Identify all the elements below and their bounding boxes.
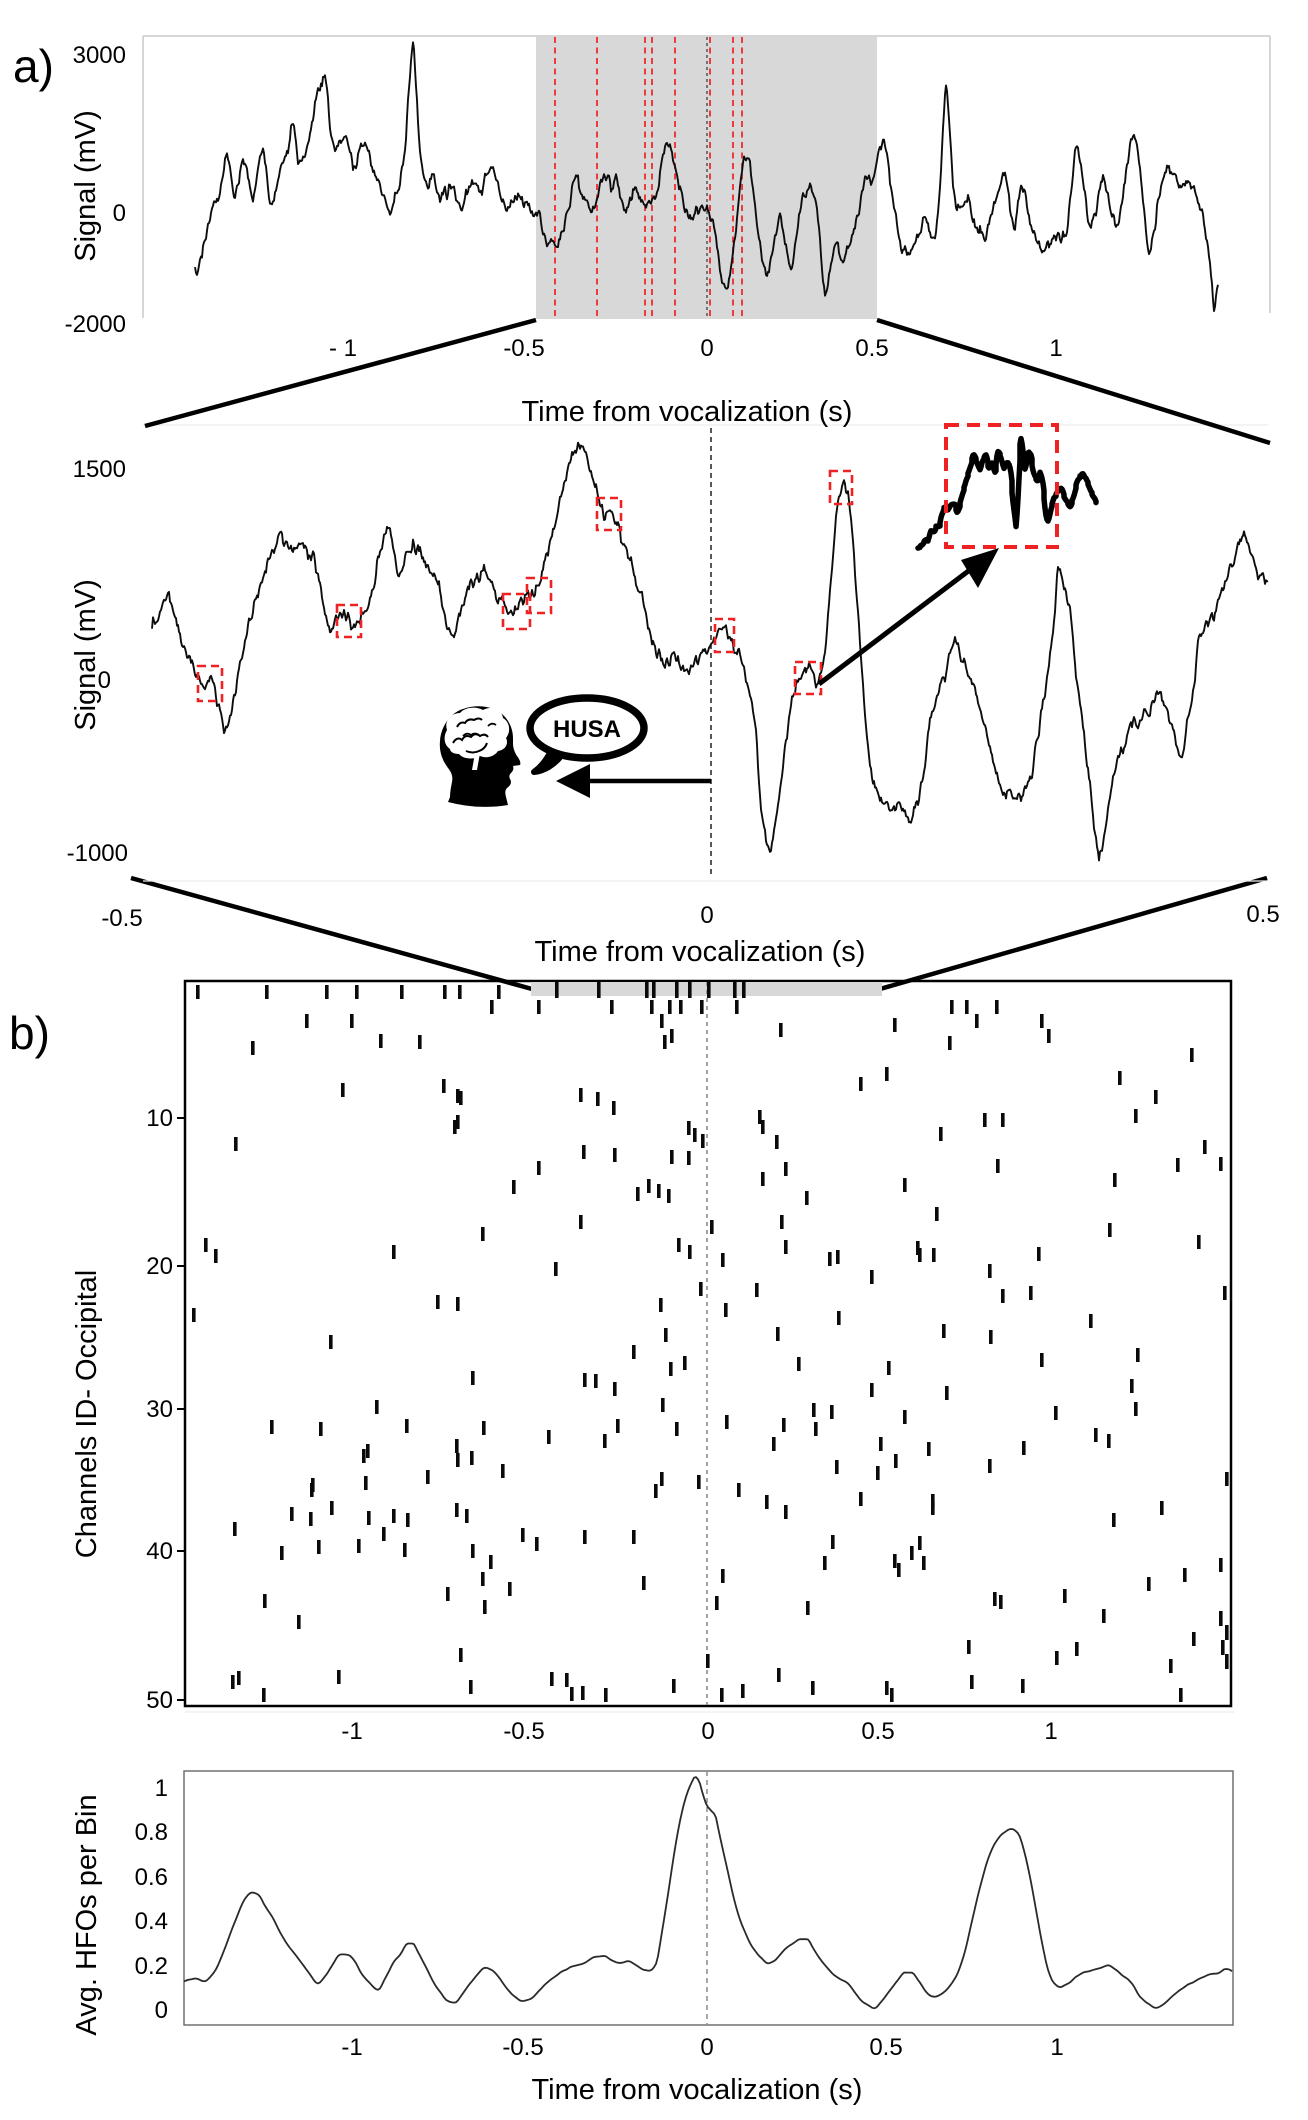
svg-text:HUSA: HUSA [553, 716, 621, 743]
svg-text:40: 40 [146, 1538, 173, 1565]
svg-text:1: 1 [1044, 1718, 1057, 1745]
svg-text:0.5: 0.5 [855, 335, 888, 362]
svg-text:0.5: 0.5 [861, 1718, 894, 1745]
svg-text:20: 20 [146, 1253, 173, 1280]
svg-text:-0.5: -0.5 [503, 335, 544, 362]
svg-text:-1: -1 [341, 2034, 362, 2061]
svg-text:0: 0 [701, 1718, 714, 1745]
svg-text:0: 0 [155, 1997, 168, 2024]
svg-text:Time from vocalization (s): Time from vocalization (s) [535, 936, 866, 968]
svg-text:b): b) [9, 1007, 50, 1059]
svg-text:0: 0 [98, 667, 111, 694]
svg-text:30: 30 [146, 1396, 173, 1423]
svg-text:1: 1 [155, 1775, 168, 1802]
svg-text:0: 0 [700, 902, 713, 929]
svg-text:0.4: 0.4 [135, 1908, 168, 1935]
svg-text:3000: 3000 [73, 42, 126, 69]
svg-text:-0.5: -0.5 [503, 1718, 544, 1745]
svg-text:-1: -1 [341, 1718, 362, 1745]
svg-text:10: 10 [146, 1105, 173, 1132]
svg-text:- 1: - 1 [329, 335, 357, 362]
svg-text:-2000: -2000 [65, 311, 126, 338]
svg-text:1: 1 [1050, 2034, 1063, 2061]
svg-text:1500: 1500 [73, 456, 126, 483]
svg-text:-1000: -1000 [67, 840, 128, 867]
svg-text:a): a) [13, 40, 54, 92]
svg-text:0: 0 [700, 335, 713, 362]
svg-text:Avg. HFOs per Bin: Avg. HFOs per Bin [71, 1794, 103, 2035]
svg-text:0: 0 [113, 200, 126, 227]
svg-text:Signal (mV): Signal (mV) [70, 579, 102, 731]
svg-text:0.6: 0.6 [135, 1864, 168, 1891]
svg-text:50: 50 [146, 1687, 173, 1714]
svg-text:0.8: 0.8 [135, 1819, 168, 1846]
svg-text:0: 0 [700, 2034, 713, 2061]
svg-text:Time from vocalization (s): Time from vocalization (s) [532, 2074, 863, 2106]
svg-text:0.2: 0.2 [135, 1953, 168, 1980]
svg-text:-0.5: -0.5 [502, 2034, 543, 2061]
svg-text:Channels ID- Occipital: Channels ID- Occipital [71, 1270, 103, 1559]
svg-text:Signal (mV): Signal (mV) [70, 110, 102, 262]
svg-text:Time from vocalization (s): Time from vocalization (s) [522, 396, 853, 428]
svg-text:0.5: 0.5 [1246, 901, 1279, 928]
svg-text:0.5: 0.5 [869, 2034, 902, 2061]
svg-text:1: 1 [1049, 335, 1062, 362]
svg-text:-0.5: -0.5 [101, 905, 142, 932]
